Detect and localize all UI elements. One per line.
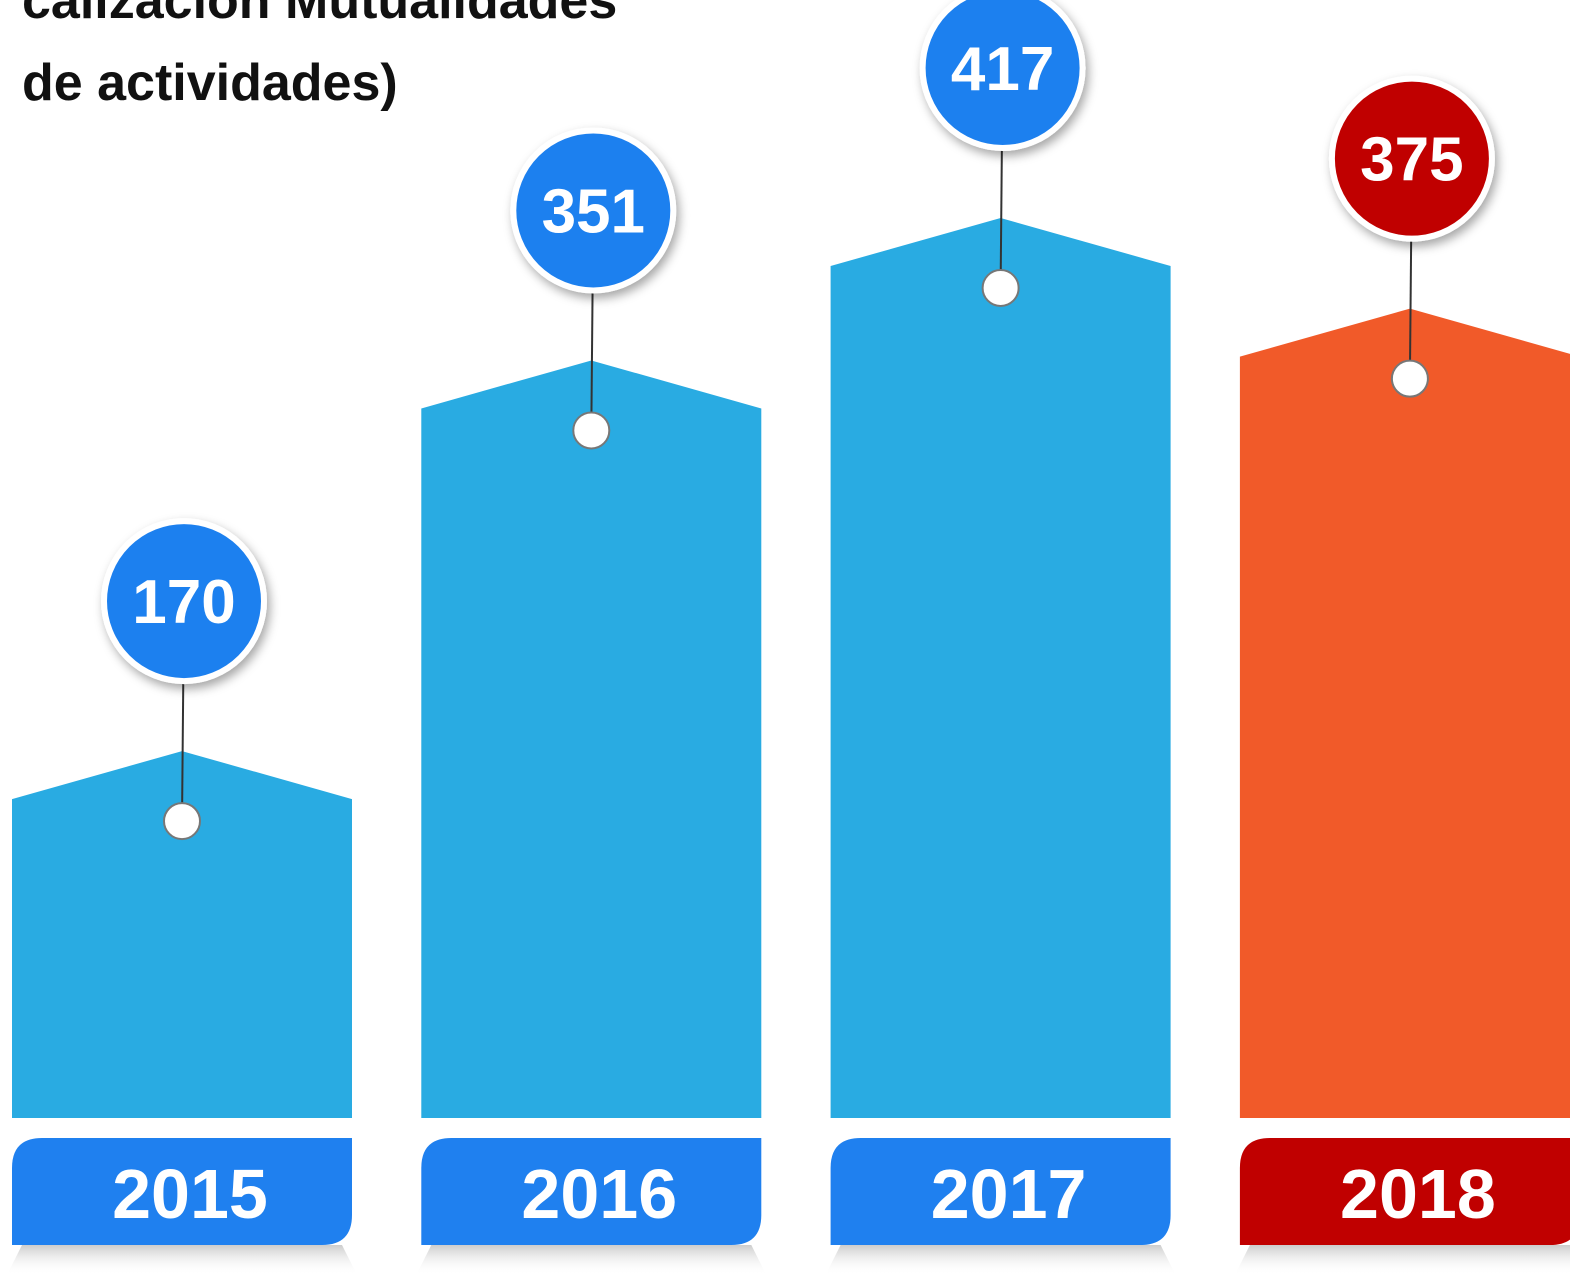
value-bubble (510, 127, 677, 294)
tag-hole (1390, 359, 1429, 398)
x-tick-label: 2018 (1340, 1155, 1496, 1233)
category-tab (421, 1138, 762, 1245)
category-tab (12, 1138, 352, 1245)
value-label: 417 (951, 35, 1054, 104)
chart-title: de actividades) (22, 54, 398, 112)
bar (421, 360, 762, 1118)
bar (12, 751, 352, 1118)
category-tab (830, 1138, 1171, 1245)
tab-shadow (416, 1245, 767, 1275)
x-tick-label: 2015 (112, 1155, 268, 1233)
value-bubble (919, 0, 1086, 151)
category-tab (1239, 1138, 1570, 1245)
bar (830, 218, 1171, 1118)
tag-hole (572, 411, 611, 450)
tab-shadow (1234, 1245, 1570, 1275)
tag-hole (163, 802, 201, 841)
value-bubble (1328, 75, 1495, 242)
x-tick-label: 2017 (931, 1155, 1087, 1233)
bar (1239, 308, 1570, 1118)
value-label: 375 (1360, 126, 1463, 195)
tag-hole (981, 269, 1020, 307)
tab-shadow (825, 1245, 1176, 1275)
value-label: 170 (132, 568, 235, 637)
value-label: 351 (542, 177, 645, 246)
tab-shadow (7, 1245, 357, 1275)
value-bubble (101, 518, 267, 685)
x-tick-label: 2016 (521, 1155, 677, 1233)
chart-title: calización Mutualidades (22, 0, 617, 30)
